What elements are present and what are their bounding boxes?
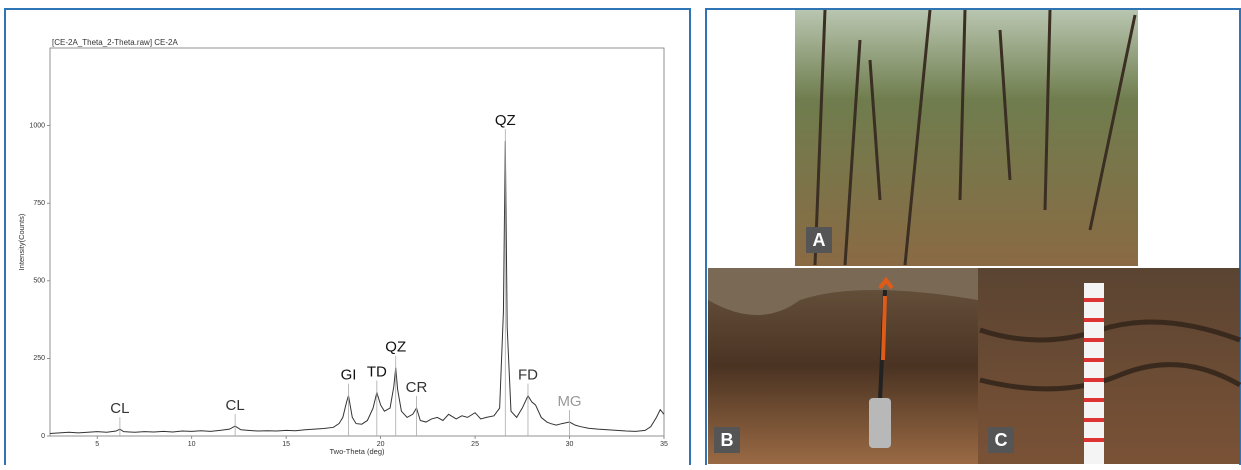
peak-label: CL — [110, 400, 129, 417]
peak-label: QZ — [385, 339, 406, 356]
y-tick-label: 1000 — [29, 122, 45, 129]
tape-marks — [1084, 298, 1104, 442]
measuring-tape — [1084, 283, 1104, 464]
peak-label: CR — [406, 379, 428, 396]
tree-trunks — [813, 9, 1137, 266]
peak-label: QZ — [495, 112, 516, 129]
shovel-shaft — [881, 295, 887, 361]
y-tick-label: 0 — [41, 433, 45, 440]
label-box — [806, 227, 832, 253]
photo-label: B — [721, 430, 734, 450]
peak-label: FD — [518, 367, 538, 384]
x-tick-label: 10 — [188, 441, 196, 448]
x-axis-label: Two-Theta (deg) — [329, 447, 385, 456]
x-tick-label: 15 — [282, 441, 290, 448]
y-tick-label: 250 — [33, 355, 45, 362]
y-tick-label: 750 — [33, 200, 45, 207]
y-axis-label: Intensity(Counts) — [17, 213, 26, 270]
chart-title: [CE-2A_Theta_2-Theta.raw] CE-2A — [52, 38, 178, 47]
shovel-grip — [878, 276, 894, 290]
photo-label: A — [813, 230, 826, 250]
photo-a: A — [795, 9, 1138, 266]
peak-label: MG — [557, 393, 581, 410]
label-box — [988, 427, 1014, 453]
x-tick-label: 35 — [660, 441, 668, 448]
x-tick-label: 5 — [95, 441, 99, 448]
label-box — [714, 427, 740, 453]
surface — [708, 268, 978, 315]
peak-label: CL — [226, 397, 245, 414]
xrd-line — [49, 141, 665, 435]
x-tick-label: 25 — [471, 441, 479, 448]
peak-label: GI — [341, 367, 357, 384]
plot-frame — [49, 47, 665, 437]
x-tick-label: 30 — [566, 441, 574, 448]
y-tick-label: 500 — [33, 278, 45, 285]
photo-c: C — [978, 268, 1241, 464]
peak-label: TD — [367, 364, 387, 381]
panel-border — [4, 8, 691, 470]
photo-label: C — [995, 430, 1008, 450]
photo-b: B — [708, 268, 978, 464]
shovel-blade — [869, 398, 891, 448]
x-tick-label: 20 — [377, 441, 385, 448]
